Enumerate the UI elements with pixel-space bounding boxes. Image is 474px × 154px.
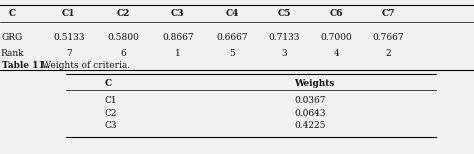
Text: C4: C4	[226, 9, 239, 18]
Text: 0.4225: 0.4225	[294, 121, 325, 130]
Text: C1: C1	[104, 96, 117, 105]
Text: C: C	[8, 9, 16, 18]
Text: 5: 5	[229, 49, 235, 58]
Text: 0.8667: 0.8667	[162, 33, 193, 42]
Text: Table 11.: Table 11.	[2, 61, 48, 70]
Text: C3: C3	[104, 121, 117, 130]
Text: C2: C2	[104, 109, 117, 118]
Text: 4: 4	[334, 49, 339, 58]
Text: 0.0367: 0.0367	[294, 96, 325, 105]
Text: C1: C1	[62, 9, 75, 18]
Text: Weights: Weights	[294, 79, 334, 88]
Text: 0.5133: 0.5133	[53, 33, 84, 42]
Text: 0.7133: 0.7133	[269, 33, 300, 42]
Text: Rank: Rank	[0, 49, 24, 58]
Text: 0.5800: 0.5800	[108, 33, 139, 42]
Text: 7: 7	[66, 49, 72, 58]
Text: 6: 6	[120, 49, 126, 58]
Text: C2: C2	[117, 9, 130, 18]
Text: Weights of criteria.: Weights of criteria.	[39, 61, 130, 70]
Text: C3: C3	[171, 9, 184, 18]
Text: 3: 3	[282, 49, 287, 58]
Text: C5: C5	[278, 9, 291, 18]
Text: GRG: GRG	[1, 33, 22, 42]
Text: 1: 1	[175, 49, 181, 58]
Text: C: C	[104, 79, 111, 88]
Text: 2: 2	[386, 49, 392, 58]
Text: 0.0643: 0.0643	[294, 109, 325, 118]
Text: C7: C7	[382, 9, 395, 18]
Text: 0.7667: 0.7667	[373, 33, 404, 42]
Text: 0.6667: 0.6667	[217, 33, 248, 42]
Text: C6: C6	[330, 9, 343, 18]
Text: 0.7000: 0.7000	[321, 33, 352, 42]
